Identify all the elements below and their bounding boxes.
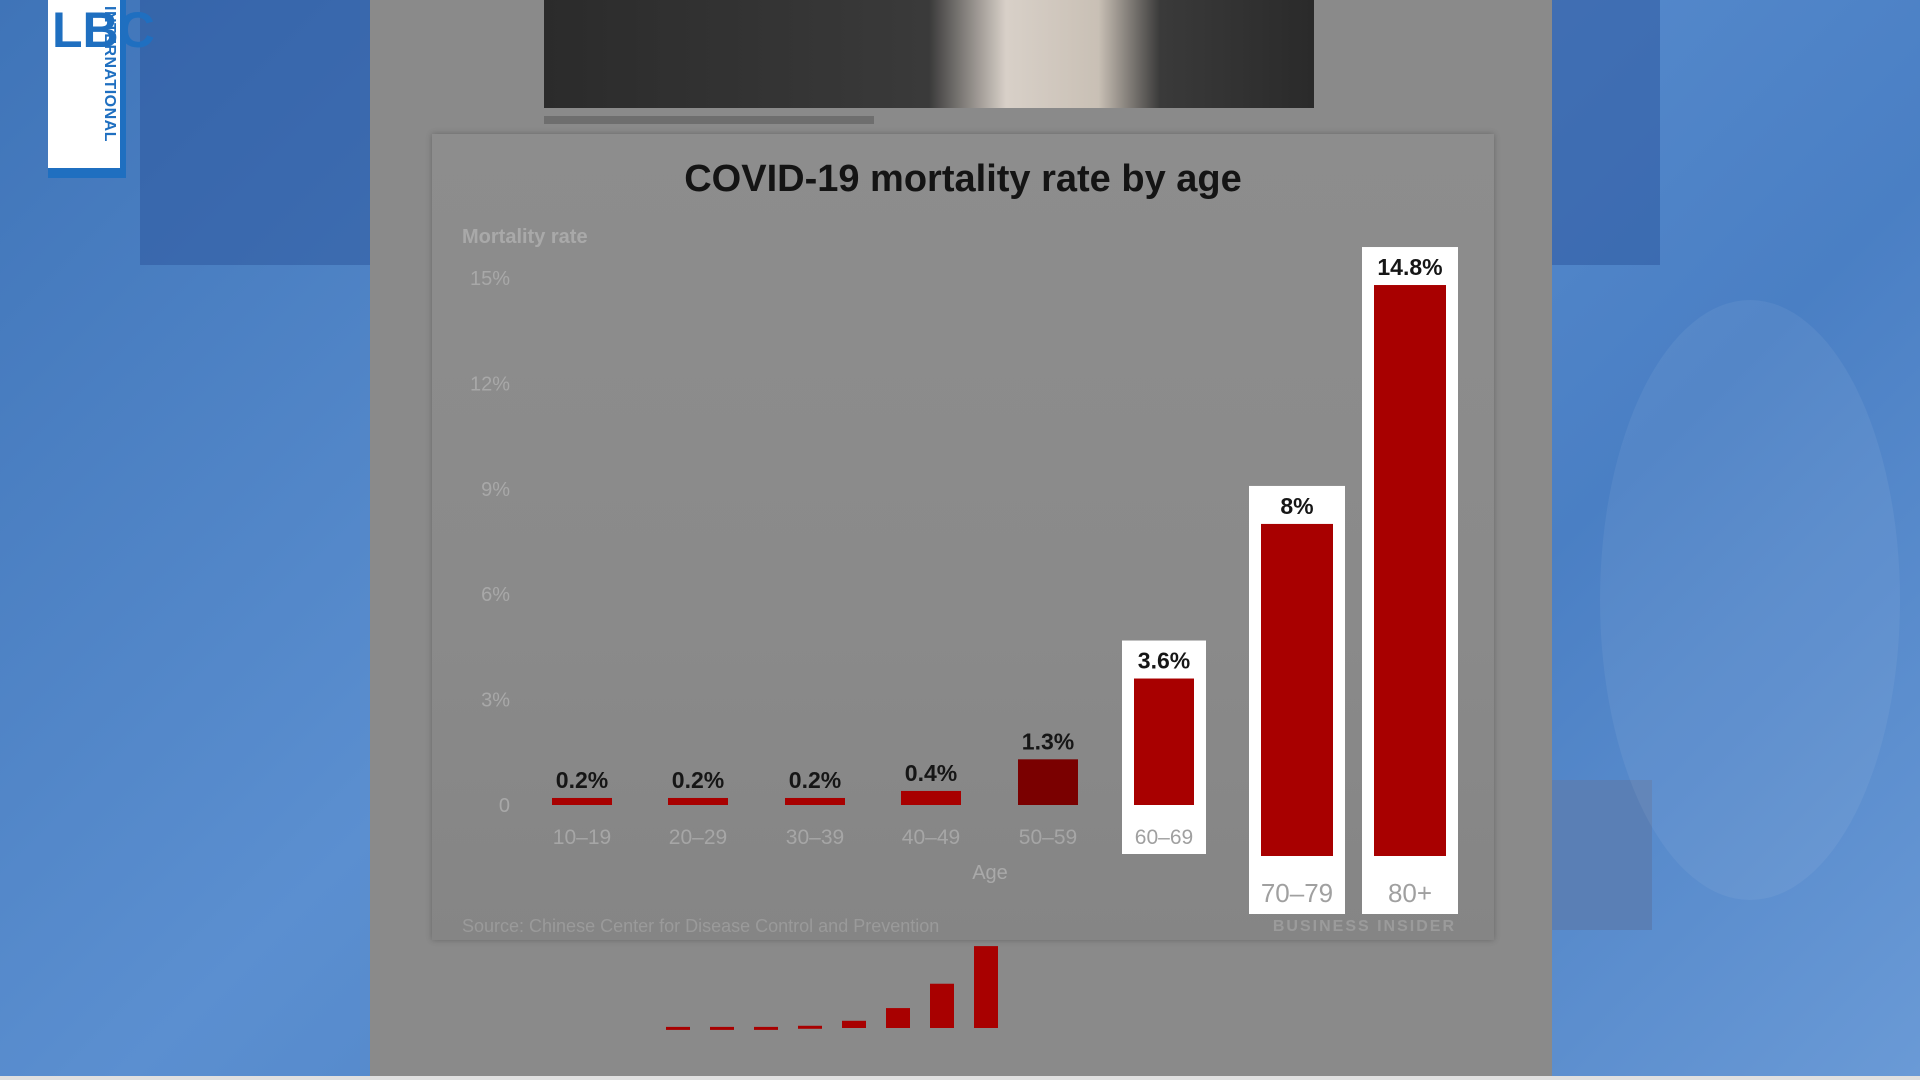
bar-chart: 0 3% 6% 9% 12% 15% 0.2% 10–19 0.2% 20–29 0.2% 30–39…: [470, 247, 1458, 914]
bar: [1374, 285, 1446, 856]
x-tick-label: 10–19: [553, 826, 611, 849]
x-tick-label: 40–49: [902, 826, 960, 849]
value-label: 0.2%: [556, 767, 608, 793]
x-tick-label: 70–79: [1261, 878, 1333, 908]
bar: [1018, 759, 1078, 805]
background-panel-right: [1552, 0, 1660, 265]
chart-brand: BUSINESS INSIDER: [1272, 918, 1456, 935]
bar: [901, 790, 961, 805]
bottom-strip: [0, 1076, 1920, 1080]
value-label: 1.3%: [1022, 728, 1074, 754]
value-label: 14.8%: [1377, 254, 1442, 280]
y-axis-label: Mortality rate: [462, 226, 588, 248]
logo-letters: LBC: [52, 2, 155, 58]
chart-title: COVID-19 mortality rate by age: [684, 158, 1242, 200]
mini-bar-chart: [666, 946, 998, 1030]
background-panel-left: [140, 0, 372, 265]
y-tick-label: 6%: [481, 584, 510, 606]
y-tick-label: 3%: [481, 690, 510, 712]
broadcaster-logo: LBC INTERNATIONAL: [48, 0, 155, 178]
bar: [785, 797, 845, 805]
mini-bar: [798, 1025, 822, 1029]
x-tick-label: 50–59: [1019, 826, 1077, 849]
mini-bar: [930, 983, 954, 1028]
chart-panel: COVID-19 mortality rate by age Mortality…: [432, 134, 1494, 940]
mini-bar: [974, 946, 998, 1028]
background-thumbnail: [1552, 780, 1652, 930]
value-label: 3.6%: [1138, 648, 1190, 674]
bar: [1261, 523, 1333, 856]
x-tick-label: 60–69: [1135, 826, 1193, 849]
bar: [1134, 678, 1194, 805]
mini-bar: [666, 1026, 690, 1030]
y-tick-label: 9%: [481, 479, 510, 501]
x-tick-label: 80+: [1388, 878, 1432, 908]
logo-bar: [48, 168, 120, 178]
value-label: 0.2%: [789, 767, 841, 793]
value-label: 8%: [1280, 493, 1313, 519]
x-tick-label: 30–39: [786, 826, 844, 849]
bar: [668, 797, 728, 805]
chart-source: Source: Chinese Center for Disease Contr…: [462, 916, 940, 936]
mini-bar: [754, 1026, 778, 1030]
logo-subtitle: INTERNATIONAL: [101, 6, 118, 142]
value-label: 0.4%: [905, 760, 957, 786]
y-tick-label: 12%: [470, 373, 510, 395]
bar: [552, 797, 612, 805]
value-label: 0.2%: [672, 767, 724, 793]
background-streak: [1600, 300, 1900, 900]
y-tick-label: 0: [499, 795, 510, 817]
x-tick-label: 20–29: [669, 826, 727, 849]
photo-caption: [544, 116, 874, 124]
article-photo: [544, 0, 1314, 108]
mini-bar: [886, 1008, 910, 1028]
x-axis-label: Age: [972, 862, 1008, 884]
mini-bar: [842, 1020, 866, 1028]
mini-bar: [710, 1026, 734, 1030]
y-tick-label: 15%: [470, 268, 510, 290]
